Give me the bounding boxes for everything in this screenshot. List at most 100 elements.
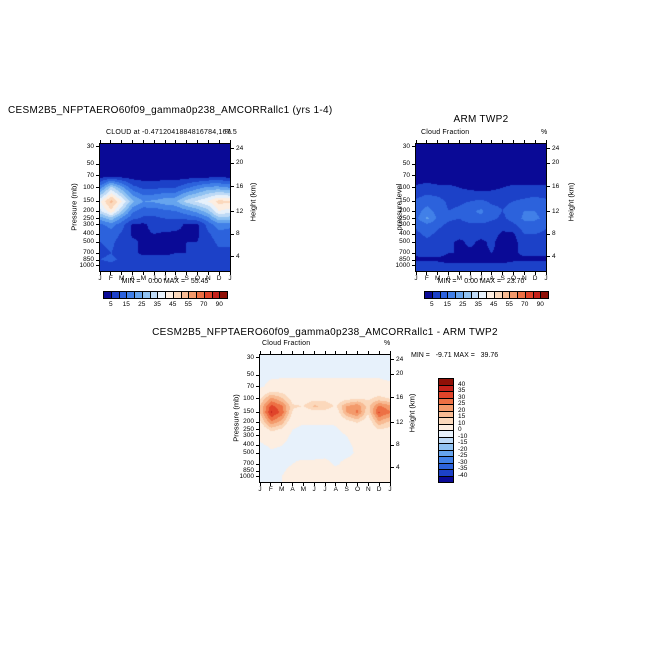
- pressure-tick: [412, 187, 416, 189]
- height-tick-label: 4: [396, 463, 400, 471]
- month-tick: [99, 271, 101, 275]
- diff-cloud-plot: 30 50 70 100 150 200 250 300 400 500 700 850 1000 24 2…: [240, 351, 403, 493]
- pressure-tick: [256, 411, 260, 413]
- height-tick-label: 16: [236, 182, 244, 190]
- pressure-tick: [412, 259, 416, 261]
- model-cloud-plot: 30 50 70 100 150 200 250 300 400 500 700 850 1000 24 2…: [80, 140, 243, 282]
- month-tick-top: [229, 140, 231, 144]
- colorbar-label: 10: [458, 419, 466, 427]
- height-tick-label: 24: [396, 355, 404, 363]
- pressure-tick-label: 100: [83, 183, 94, 191]
- height-tick: [230, 256, 234, 258]
- colorbar-label: 35: [153, 301, 161, 308]
- month-tick: [367, 482, 369, 486]
- month-label: J: [228, 275, 232, 282]
- month-label: A: [446, 275, 451, 282]
- pressure-tick-label: 1000: [239, 472, 254, 480]
- month-tick-top: [448, 140, 449, 144]
- month-tick: [324, 482, 326, 486]
- pressure-tick-label: 200: [399, 206, 410, 214]
- colorbar-label: 55: [184, 301, 192, 308]
- pressure-tick-label: 1000: [79, 261, 94, 269]
- diff-min-max: MIN = -9.71 MAX = 39.76: [411, 352, 499, 359]
- pressure-tick-label: 200: [243, 417, 254, 425]
- model-colorbar: 5 15 25 35 45 55 70 90: [103, 291, 228, 308]
- month-tick: [534, 271, 536, 275]
- month-tick-top: [164, 140, 166, 144]
- pressure-tick: [256, 463, 260, 465]
- pressure-tick-label: 850: [83, 255, 94, 263]
- obs-units-label: %: [541, 129, 548, 136]
- month-tick: [378, 482, 380, 486]
- month-tick: [357, 482, 358, 486]
- month-label: F: [424, 275, 429, 282]
- pressure-tick-label: 250: [243, 425, 254, 433]
- height-tick: [390, 397, 394, 399]
- month-label: N: [365, 486, 371, 493]
- pressure-tick: [96, 265, 100, 266]
- pressure-tick: [96, 187, 100, 189]
- month-label: M: [140, 275, 147, 282]
- pressure-tick: [96, 163, 100, 165]
- month-tick: [186, 271, 188, 275]
- model-pressure-axis-label: Pressure (mb): [69, 183, 79, 231]
- month-tick: [153, 271, 155, 275]
- month-tick: [175, 271, 177, 275]
- colorbar-label: 20: [458, 406, 466, 414]
- month-label: F: [268, 486, 273, 493]
- month-label: J: [544, 275, 548, 282]
- month-tick-top: [378, 351, 380, 355]
- pressure-tick: [412, 175, 416, 176]
- model-height-axis-label: Height (km): [248, 182, 258, 222]
- pressure-tick-label: 70: [86, 171, 94, 179]
- pressure-tick-label: 250: [83, 214, 94, 222]
- colorbar-label: -15: [458, 438, 468, 446]
- pressure-tick-label: 300: [83, 220, 94, 228]
- month-label: D: [376, 486, 382, 493]
- model-units-label: %: [225, 129, 232, 136]
- height-tick-label: 20: [396, 370, 404, 378]
- obs-cloud-contour-canvas: [416, 144, 546, 271]
- height-tick-label: 12: [552, 207, 560, 215]
- month-label: J: [98, 275, 102, 282]
- height-tick-label: 12: [236, 207, 244, 215]
- month-tick-top: [281, 351, 283, 355]
- month-tick-top: [491, 140, 493, 144]
- pressure-tick-label: 400: [399, 230, 410, 238]
- pressure-tick: [96, 233, 100, 235]
- colorbar-label: -20: [458, 445, 468, 453]
- height-tick-label: 4: [236, 252, 240, 260]
- colorbar-label: 35: [458, 386, 466, 394]
- model-left-string: CLOUD at -0.4712041884816784,167.5: [106, 129, 237, 136]
- colorbar-label: 35: [474, 301, 482, 308]
- height-tick: [546, 211, 550, 213]
- month-tick: [270, 482, 272, 486]
- pressure-tick: [412, 241, 416, 243]
- month-tick-top: [357, 351, 358, 355]
- month-label: O: [194, 275, 201, 282]
- month-tick-top: [207, 140, 209, 144]
- month-tick-top: [99, 140, 101, 144]
- pressure-tick: [96, 200, 100, 202]
- month-tick: [132, 271, 133, 275]
- colorbar-label: 45: [169, 301, 177, 308]
- month-tick: [513, 271, 514, 275]
- pressure-tick: [412, 210, 416, 212]
- height-tick: [546, 256, 550, 258]
- month-label: A: [489, 275, 494, 282]
- month-tick-top: [110, 140, 112, 144]
- month-tick-top: [389, 351, 391, 355]
- month-label: J: [312, 486, 316, 493]
- pressure-tick-label: 300: [243, 431, 254, 439]
- pressure-tick-label: 400: [83, 230, 94, 238]
- pressure-tick: [412, 233, 416, 235]
- height-tick-label: 8: [396, 441, 400, 449]
- month-tick-top: [458, 140, 460, 144]
- month-tick-top: [186, 140, 188, 144]
- height-tick: [230, 211, 234, 213]
- height-tick-label: 8: [236, 230, 240, 238]
- month-tick-top: [426, 140, 428, 144]
- pressure-tick-label: 70: [246, 382, 254, 390]
- height-tick: [230, 233, 234, 235]
- diff-left-string: Cloud Fraction: [262, 340, 311, 347]
